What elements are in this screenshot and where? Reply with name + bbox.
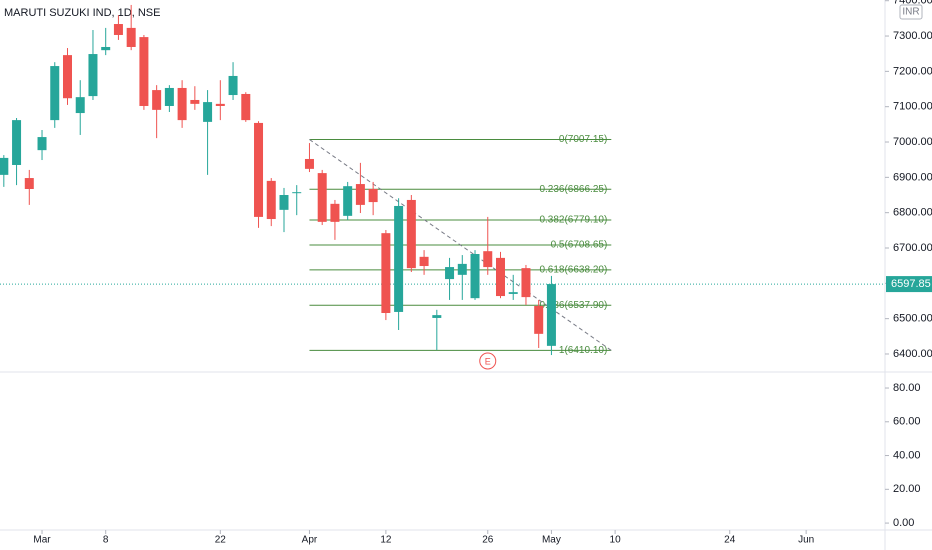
fib-label: 0.5(6708.65): [551, 240, 608, 251]
candle-body: [368, 189, 378, 203]
currency-badge: [899, 4, 923, 20]
y-tick-label: 80.00: [893, 382, 921, 394]
y-tick-label: 7100.00: [893, 101, 932, 113]
candle-body: [126, 27, 136, 47]
y-tick-label: 6700.00: [893, 242, 932, 254]
candle-body: [139, 37, 149, 106]
candle-body: [75, 97, 85, 114]
x-tick-label: May: [542, 535, 561, 546]
candle-body: [203, 102, 213, 122]
x-tick-label: 8: [103, 535, 109, 546]
candle-body: [254, 122, 264, 217]
candle-body: [508, 292, 518, 294]
last-price-label: 6597.85: [891, 278, 931, 290]
candle-body: [330, 203, 340, 222]
candle-body: [228, 75, 238, 96]
candle-body: [164, 87, 174, 106]
candle-body: [483, 251, 493, 268]
candle-body: [88, 54, 98, 97]
candle-body: [190, 99, 200, 104]
candle-body: [457, 263, 467, 275]
candle-body: [432, 315, 442, 318]
candle-body: [62, 55, 72, 99]
candle-body: [12, 120, 22, 165]
candle-body: [406, 199, 416, 269]
candle-body: [241, 93, 251, 121]
currency-label: INR: [902, 7, 919, 18]
candle-body: [534, 305, 544, 334]
candle-body: [419, 256, 429, 267]
x-tick-label: 22: [215, 535, 227, 546]
y-tick-label: 20.00: [893, 483, 921, 495]
fib-trend: [309, 139, 612, 351]
x-tick-label: 26: [482, 535, 494, 546]
candle-body: [24, 178, 34, 190]
y-tick-label: 7000.00: [893, 136, 932, 148]
candle-body: [445, 267, 455, 280]
x-tick-label: Jun: [798, 535, 814, 546]
candle-body: [521, 268, 531, 298]
fib-label: 0(7007.15): [559, 134, 607, 145]
x-tick-label: 10: [610, 535, 622, 546]
y-tick-label: 6400.00: [893, 348, 932, 360]
fib-label: 0.236(6866.25): [539, 184, 607, 195]
fib-label: 0.618(6638.20): [539, 264, 607, 275]
chart-title: MARUTI SUZUKI IND, 1D, NSE: [4, 7, 160, 19]
candle-body: [113, 24, 123, 35]
candle-body: [355, 184, 365, 205]
y-tick-label: 7200.00: [893, 65, 932, 77]
x-tick-label: 12: [380, 535, 392, 546]
candle-body: [394, 205, 404, 312]
candle-body: [266, 180, 276, 220]
earnings-label: E: [485, 356, 491, 366]
candle-body: [381, 233, 391, 314]
candle-body: [470, 254, 480, 299]
x-tick-label: Apr: [302, 535, 318, 546]
fib-label: 0.786(6537.90): [539, 300, 607, 311]
x-tick-label: Mar: [33, 535, 51, 546]
y-tick-label: 7400.00: [893, 0, 932, 7]
fib-label: 1(6410.10): [559, 345, 607, 356]
y-tick-label: 60.00: [893, 416, 921, 428]
y-tick-label: 40.00: [893, 449, 921, 461]
earnings-marker: [479, 352, 497, 370]
y-tick-label: 6500.00: [893, 313, 932, 325]
candle-body: [177, 87, 187, 121]
candle-body: [215, 103, 225, 106]
x-tick-label: 24: [724, 535, 736, 546]
candle-body: [546, 284, 556, 346]
fib-label: 0.382(6779.10): [539, 215, 607, 226]
candle-body: [495, 257, 505, 297]
candle-body: [317, 173, 327, 222]
y-tick-label: 7300.00: [893, 30, 932, 42]
last-price-badge: [886, 276, 932, 293]
candle-body: [152, 90, 162, 110]
candle-body: [0, 157, 9, 175]
candle-body: [292, 192, 302, 194]
y-tick-label: 0.00: [893, 517, 914, 529]
candle-body: [343, 186, 353, 216]
candle-body: [37, 137, 47, 151]
candle-body: [101, 46, 111, 51]
candle-body: [50, 66, 60, 121]
candle-body: [279, 195, 289, 210]
candle-body: [304, 158, 314, 169]
y-tick-label: 6900.00: [893, 171, 932, 183]
y-tick-label: 6800.00: [893, 207, 932, 219]
